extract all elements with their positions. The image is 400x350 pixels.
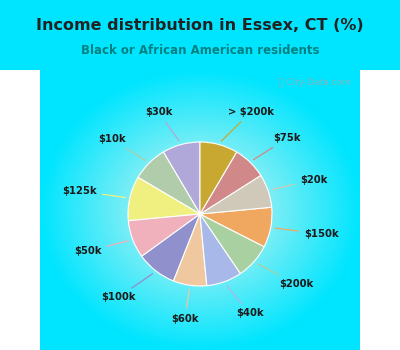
Wedge shape <box>200 152 261 214</box>
Text: Income distribution in Essex, CT (%): Income distribution in Essex, CT (%) <box>36 18 364 33</box>
Wedge shape <box>174 214 207 286</box>
Text: $50k: $50k <box>74 241 128 256</box>
Text: $100k: $100k <box>101 274 153 302</box>
Wedge shape <box>200 214 240 286</box>
Wedge shape <box>200 214 264 274</box>
Wedge shape <box>142 214 200 281</box>
Text: $30k: $30k <box>145 107 179 141</box>
Text: $75k: $75k <box>254 133 301 160</box>
Wedge shape <box>200 207 272 247</box>
Wedge shape <box>128 214 200 256</box>
Wedge shape <box>128 177 200 221</box>
Text: $125k: $125k <box>62 186 126 197</box>
Wedge shape <box>200 175 272 214</box>
Text: $150k: $150k <box>275 228 338 239</box>
Text: $20k: $20k <box>272 175 327 189</box>
Text: ⓘ City-Data.com: ⓘ City-Data.com <box>278 78 350 88</box>
Text: > $200k: > $200k <box>222 107 274 141</box>
Wedge shape <box>163 142 200 214</box>
Text: $60k: $60k <box>171 289 199 323</box>
Text: $10k: $10k <box>98 134 146 161</box>
Text: $40k: $40k <box>227 285 263 318</box>
Text: Black or African American residents: Black or African American residents <box>81 44 319 57</box>
Text: $200k: $200k <box>258 264 314 289</box>
Wedge shape <box>200 142 237 214</box>
Wedge shape <box>138 152 200 214</box>
